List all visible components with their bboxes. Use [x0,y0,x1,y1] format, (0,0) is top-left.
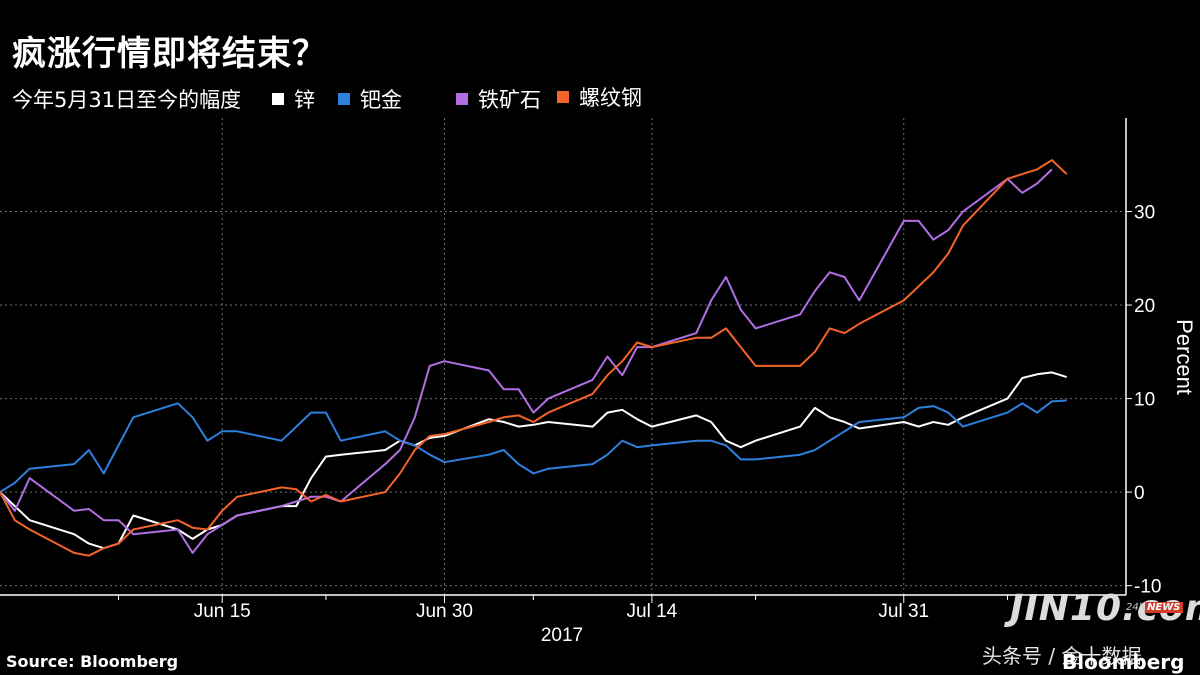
legend-item-zinc[interactable]: 锌 [272,84,315,114]
y-tick-label: 30 [1134,203,1155,224]
legend-swatch-palladium [338,93,350,105]
legend-label-rebar: 螺纹钢 [579,86,642,110]
y-tick-label: 10 [1134,390,1155,411]
brand-logo: Bloomberg [1062,650,1185,674]
legend-label-palladium: 钯金 [360,88,402,112]
axis-labels: -10 0 10 20 30 Jun 15 Jun 30 Jul 14 Jul 31 2017 Pe… [194,203,1197,646]
source-credit: Source: Bloomberg [6,652,179,671]
series-line-rebar [0,159,1068,557]
legend-swatch-rebar [557,91,569,103]
legend-item-rebar[interactable]: 螺纹钢 [557,82,642,112]
axes [0,118,1132,603]
x-tick-label: Jul 14 [627,601,678,622]
legend-item-palladium[interactable]: 钯金 [338,84,402,114]
grid-lines [0,118,1126,595]
page-title: 疯涨行情即将结束？ [12,34,327,74]
legend-label-zinc: 锌 [294,88,315,112]
watermark-badge: 24h NEWS [1126,602,1183,613]
x-axis-title: 2017 [541,625,583,646]
legend-swatch-zinc [272,93,284,105]
y-tick-label: 20 [1134,296,1155,317]
x-tick-label: Jun 15 [194,601,251,622]
legend-item-iron-ore[interactable]: 铁矿石 [456,84,541,114]
series-line-iron-ore [0,168,1053,554]
chart-subtitle: 今年5月31日至今的幅度 [12,88,242,112]
y-tick-label: -10 [1134,577,1161,598]
y-tick-label: 0 [1134,483,1145,504]
y-axis-title: Percent [1172,319,1197,395]
watermark-caption: 头条号 / 金十数据 [982,644,1142,668]
x-tick-label: Jul 31 [878,601,929,622]
series-line-zinc [0,371,1068,550]
watermark-badge-news: NEWS [1145,602,1183,613]
legend-label-iron-ore: 铁矿石 [478,88,541,112]
watermark-badge-prefix: 24h [1126,602,1146,613]
x-tick-label: Jun 30 [416,601,473,622]
series-lines [0,159,1068,557]
series-line-palladium [0,399,1067,493]
legend-swatch-iron-ore [456,93,468,105]
